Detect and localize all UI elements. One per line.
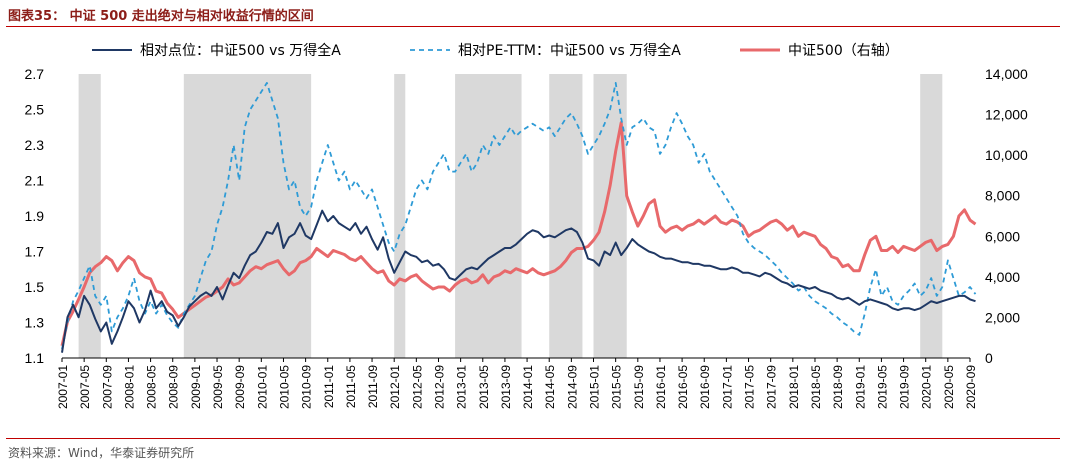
legend-label: 中证500（右轴）	[788, 43, 899, 59]
y-left-tick-label: 2.7	[25, 66, 45, 82]
title-divider	[6, 26, 1060, 27]
shaded-period	[78, 74, 101, 358]
x-tick-label: 2012-09	[432, 365, 446, 409]
x-tick-label: 2013-09	[499, 365, 513, 409]
legend: 相对点位：中证500 vs 万得全A 相对PE-TTM：中证500 vs 万得全A…	[92, 42, 899, 59]
x-tick-label: 2014-05	[543, 365, 557, 409]
y-left-tick-label: 1.1	[25, 350, 45, 366]
y-right-tick-label: 4,000	[985, 269, 1020, 285]
shaded-period	[593, 74, 627, 358]
x-tick-label: 2020-09	[964, 365, 978, 409]
y-left-tick-label: 1.9	[25, 208, 45, 224]
x-tick-label: 2019-09	[898, 365, 912, 409]
shaded-period	[920, 74, 943, 358]
x-tick-label: 2020-05	[942, 365, 956, 409]
x-tick-label: 2015-05	[610, 365, 624, 409]
x-tick-label: 2010-05	[277, 365, 291, 409]
x-tick-label: 2015-01	[588, 365, 602, 409]
shaded-period	[549, 74, 583, 358]
x-tick-label: 2010-09	[300, 365, 314, 409]
x-tick-label: 2016-05	[676, 365, 690, 409]
x-tick-label: 2014-09	[565, 365, 579, 409]
x-tick-label: 2016-01	[654, 365, 668, 409]
y-right-tick-label: 6,000	[985, 228, 1020, 244]
source-note: 资料来源：Wind，华泰证券研究所	[8, 446, 195, 460]
x-tick-label: 2008-01	[122, 365, 136, 409]
x-tick-label: 2015-09	[632, 365, 646, 409]
x-tick-label: 2018-09	[831, 365, 845, 409]
x-tick-label: 2018-05	[809, 365, 823, 409]
x-tick-label: 2020-01	[920, 365, 934, 409]
shaded-period	[183, 74, 312, 358]
x-tick-label: 2017-01	[720, 365, 734, 409]
y-right-tick-label: 0	[985, 350, 993, 366]
y-left-tick-label: 1.3	[25, 315, 45, 331]
x-tick-label: 2012-05	[410, 365, 424, 409]
x-tick-label: 2007-09	[100, 365, 114, 409]
x-tick-label: 2009-01	[189, 365, 203, 409]
axes: 1.1 1.3 1.5 1.7 1.9 2.1 2.3 2.5 2.7 0 2,000 4,000 6,…	[25, 66, 1029, 409]
y-left-tick-label: 2.5	[25, 102, 45, 118]
series-line-relative-point	[61, 209, 976, 353]
y-right-tick-label: 14,000	[985, 66, 1028, 82]
x-tick-label: 2014-01	[521, 365, 535, 409]
legend-label: 相对PE-TTM：中证500 vs 万得全A	[458, 42, 681, 59]
x-tick-label: 2008-05	[145, 365, 159, 409]
x-tick-label: 2019-01	[853, 365, 867, 409]
legend-label: 相对点位：中证500 vs 万得全A	[140, 42, 341, 59]
x-tick-label: 2018-01	[787, 365, 801, 409]
shaded-period	[455, 74, 522, 358]
x-tick-label: 2009-05	[211, 365, 225, 409]
y-left-tick-label: 1.7	[25, 244, 45, 260]
x-tick-label: 2011-09	[366, 365, 380, 408]
series-lines	[60, 82, 977, 353]
y-left-tick-label: 1.5	[25, 279, 45, 295]
y-right-tick-label: 2,000	[985, 309, 1020, 325]
y-left-tick-label: 2.3	[25, 137, 45, 153]
y-right-tick-label: 12,000	[985, 107, 1028, 123]
y-right-tick-label: 10,000	[985, 147, 1028, 163]
shaded-periods	[78, 74, 943, 358]
x-tick-label: 2007-05	[78, 365, 92, 409]
x-tick-label: 2013-01	[455, 365, 469, 409]
x-tick-label: 2009-09	[233, 365, 247, 409]
x-tick-label: 2017-09	[765, 365, 779, 409]
x-tick-label: 2017-05	[743, 365, 757, 409]
x-tick-label: 2011-05	[344, 365, 358, 408]
x-tick-label: 2019-05	[875, 365, 889, 409]
x-tick-label: 2013-05	[477, 365, 491, 409]
x-tick-label: 2011-01	[322, 365, 336, 408]
x-tick-label: 2007-01	[56, 365, 70, 409]
x-tick-label: 2008-09	[167, 365, 181, 409]
footer-divider	[6, 438, 1060, 439]
y-left-tick-label: 2.1	[25, 173, 45, 189]
y-right-tick-label: 8,000	[985, 188, 1020, 204]
x-tick-label: 2010-01	[255, 365, 269, 409]
x-tick-label: 2012-01	[388, 365, 402, 409]
x-tick-label: 2016-09	[698, 365, 712, 409]
series-line-relative-pe	[61, 82, 977, 350]
shaded-period	[394, 74, 406, 358]
chart-title: 图表35： 中证 500 走出绝对与相对收益行情的区间	[8, 9, 314, 24]
